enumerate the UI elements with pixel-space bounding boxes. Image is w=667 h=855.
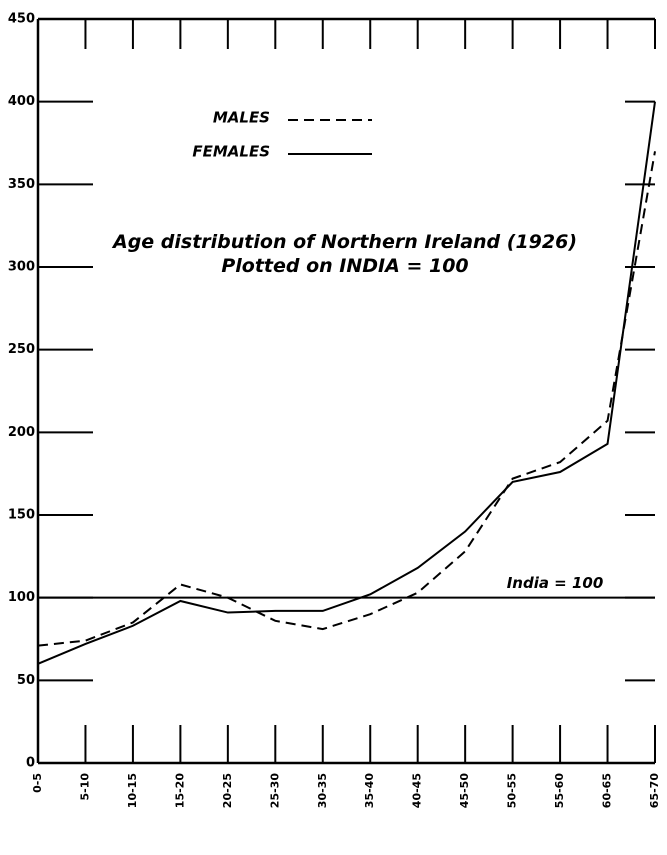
x-tick-label: 60-65 — [601, 773, 614, 808]
legend-label: MALES — [213, 109, 270, 127]
y-tick-label: 250 — [8, 342, 35, 357]
series-line — [37, 151, 656, 647]
x-tick-label: 15-20 — [173, 773, 186, 809]
x-tick-label: 35-40 — [363, 773, 376, 809]
y-tick-label: 150 — [8, 508, 35, 523]
x-tick-label: 50-55 — [506, 773, 519, 808]
x-tick-label: 65-70 — [648, 773, 661, 809]
x-tick-label: 40-45 — [411, 773, 424, 808]
reference-label: India = 100 — [507, 574, 604, 592]
x-tick-label: 5-10 — [78, 773, 91, 801]
y-tick-label: 100 — [8, 590, 35, 605]
x-tick-label: 10-15 — [126, 773, 139, 808]
chart-subtitle: Plotted on INDIA = 100 — [221, 255, 468, 277]
chart-title: Age distribution of Northern Ireland (19… — [111, 231, 577, 253]
legend-label: FEMALES — [192, 143, 270, 161]
series-line — [37, 101, 656, 665]
x-tick-label: 30-35 — [316, 773, 329, 808]
x-tick-label: 55-60 — [553, 773, 566, 809]
y-tick-label: 450 — [8, 12, 35, 27]
x-tick-label: 45-50 — [458, 773, 471, 809]
y-tick-label: 300 — [8, 260, 35, 275]
y-tick-label: 0 — [26, 756, 35, 771]
x-tick-label: 25-30 — [268, 773, 281, 809]
y-tick-label: 200 — [8, 425, 35, 440]
y-tick-label: 400 — [8, 94, 35, 109]
y-tick-label: 50 — [17, 673, 35, 688]
x-tick-label: 0-5 — [31, 773, 44, 793]
x-tick-label: 20-25 — [221, 773, 234, 808]
y-tick-label: 350 — [8, 177, 35, 192]
